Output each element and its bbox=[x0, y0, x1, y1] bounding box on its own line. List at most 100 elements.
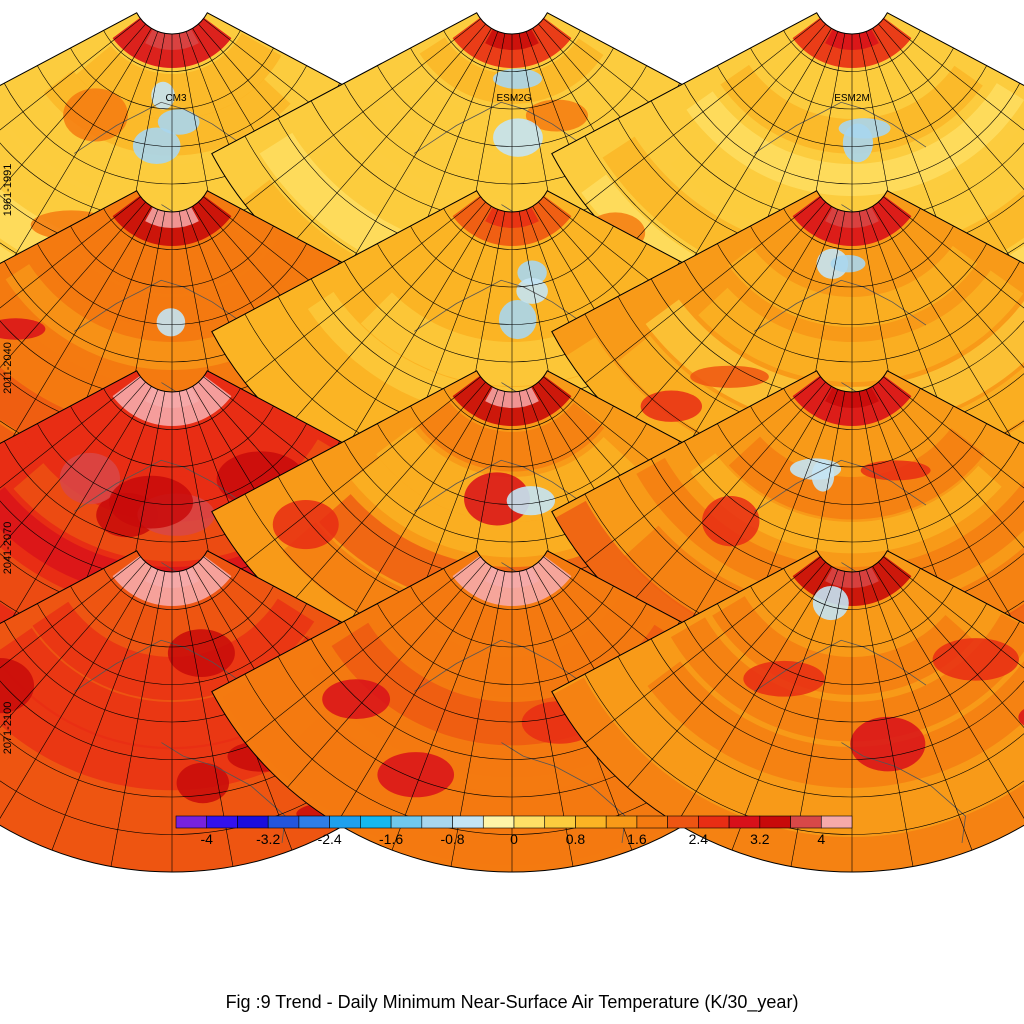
cool-anomaly bbox=[498, 299, 537, 340]
warm-anomaly bbox=[109, 475, 194, 529]
trend-band bbox=[418, 576, 605, 645]
coastline bbox=[754, 639, 927, 692]
colorbar-tick-label: -1.6 bbox=[379, 831, 403, 847]
trend-band bbox=[745, 393, 942, 476]
coastline bbox=[74, 459, 247, 512]
colorbar-swatch bbox=[605, 815, 638, 829]
warm-anomaly bbox=[702, 495, 760, 547]
figure-caption: Fig :9 Trend - Daily Minimum Near-Surfac… bbox=[226, 992, 799, 1013]
trend-band bbox=[419, 211, 623, 299]
colorbar-swatch bbox=[237, 815, 269, 829]
trend-band bbox=[69, 215, 263, 295]
warm-anomaly bbox=[640, 390, 703, 422]
colorbar-tick-label: 4 bbox=[817, 831, 825, 847]
warm-anomaly bbox=[860, 460, 931, 481]
coastline bbox=[74, 279, 247, 332]
colorbar-tick-label: -0.8 bbox=[440, 831, 464, 847]
row-label-2071-2100: 2071-2100 bbox=[2, 702, 14, 755]
coastline bbox=[414, 101, 587, 154]
trend-band bbox=[636, 457, 1024, 600]
colorbar-swatch bbox=[329, 815, 361, 829]
trend-band bbox=[70, 389, 267, 468]
cool-anomaly bbox=[789, 458, 842, 480]
trend-band bbox=[419, 37, 604, 104]
warm-anomaly bbox=[464, 472, 530, 526]
trend-band bbox=[90, 572, 266, 641]
colorbar-swatch bbox=[206, 815, 238, 829]
colorbar-swatch bbox=[175, 815, 208, 829]
trend-band bbox=[396, 70, 639, 154]
cool-anomaly bbox=[151, 81, 175, 110]
cool-anomaly bbox=[156, 308, 186, 337]
colorbar-swatch bbox=[421, 815, 453, 829]
row-labels: 1961-1991 2011-2040 2041-2070 2071-2100 bbox=[2, 164, 14, 755]
warm-anomaly bbox=[322, 679, 391, 720]
cool-anomaly bbox=[812, 585, 849, 621]
trend-band bbox=[384, 593, 656, 698]
colorbar-swatch bbox=[482, 815, 515, 829]
colorbar-swatch bbox=[452, 815, 484, 829]
cool-anomaly bbox=[842, 123, 874, 163]
coastline bbox=[74, 639, 247, 692]
coastline bbox=[754, 101, 927, 154]
graticule bbox=[551, 370, 1024, 692]
cool-anomaly bbox=[830, 254, 866, 273]
panel-outline bbox=[0, 550, 473, 873]
panel-outline bbox=[551, 550, 1024, 873]
cool-anomaly bbox=[506, 486, 556, 516]
colorbar-tick-label: -2.4 bbox=[318, 831, 342, 847]
colorbar-swatch bbox=[667, 815, 699, 829]
trend-band bbox=[417, 401, 605, 472]
column-title-cm3: CM3 bbox=[165, 93, 187, 104]
warm-anomaly bbox=[0, 318, 46, 340]
warm-anomaly bbox=[377, 752, 455, 798]
colorbar-tick-label: 2.4 bbox=[689, 831, 709, 847]
cool-anomaly bbox=[492, 68, 542, 89]
warm-anomaly bbox=[743, 660, 825, 697]
coastline bbox=[414, 639, 587, 692]
trend-band bbox=[765, 43, 945, 112]
colorbar-swatch bbox=[298, 815, 330, 829]
colorbar-swatch bbox=[360, 815, 392, 829]
cool-anomaly bbox=[157, 109, 200, 135]
colorbar-swatch bbox=[820, 815, 853, 829]
warm-anomaly bbox=[0, 658, 35, 714]
colorbar-swatch bbox=[513, 815, 546, 829]
colorbar-tick-label: -4 bbox=[201, 831, 214, 847]
coastline bbox=[414, 459, 587, 512]
coastline bbox=[74, 101, 247, 154]
column-title-esm2g: ESM2G bbox=[496, 93, 531, 104]
trend-band bbox=[728, 428, 985, 520]
trend-band bbox=[728, 245, 978, 328]
colorbar: -4 -3.2 -2.4 -1.6 -0.8 0 0.8 1.6 2.4 3.2 4 bbox=[175, 815, 853, 847]
trend-band bbox=[52, 233, 309, 330]
colorbar-tick-label: -3.2 bbox=[256, 831, 280, 847]
warm-anomaly bbox=[167, 629, 235, 677]
cool-anomaly bbox=[517, 260, 547, 285]
trend-band bbox=[376, 427, 637, 523]
cool-anomaly bbox=[493, 118, 543, 157]
row-label-2011-2040: 2011-2040 bbox=[2, 342, 14, 394]
panel-grid bbox=[0, 12, 1024, 873]
warm-anomaly bbox=[272, 499, 339, 550]
trend-band bbox=[647, 658, 1024, 788]
colorbar-swatch bbox=[698, 815, 730, 829]
trend-band bbox=[686, 83, 1024, 196]
trend-band bbox=[380, 237, 628, 327]
column-title-esm2m: ESM2M bbox=[834, 93, 870, 104]
colorbar-swatch bbox=[267, 815, 300, 829]
colorbar-swatch bbox=[759, 815, 791, 829]
colorbar-swatch bbox=[544, 815, 576, 829]
row-label-1961-1991: 1961-1991 bbox=[2, 164, 14, 217]
trend-band bbox=[646, 676, 1024, 822]
panel-outline bbox=[211, 550, 813, 873]
warm-anomaly bbox=[932, 638, 1019, 681]
trend-band bbox=[645, 299, 1024, 429]
warm-anomaly bbox=[63, 88, 128, 142]
trend-band bbox=[690, 453, 1002, 554]
coastline bbox=[754, 459, 927, 512]
colorbar-swatch bbox=[636, 815, 668, 829]
warm-anomaly bbox=[176, 762, 230, 804]
warm-anomaly bbox=[690, 365, 769, 388]
trend-band bbox=[670, 613, 1024, 742]
